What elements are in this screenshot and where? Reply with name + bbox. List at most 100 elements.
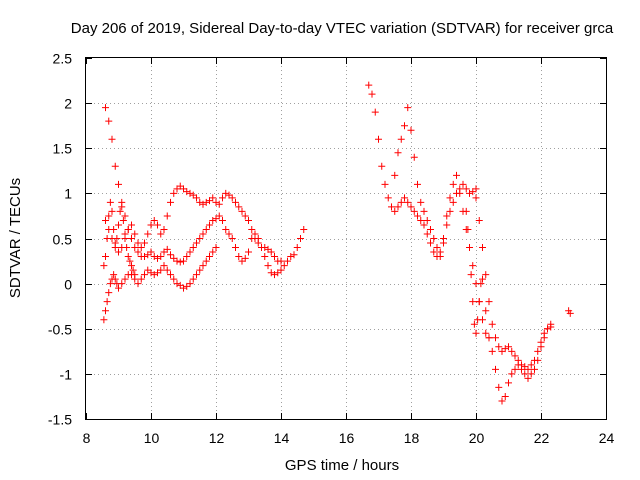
data-point [147,269,155,277]
data-point [102,307,109,315]
x-tick-label: 20 [469,430,485,446]
data-point [531,356,538,364]
data-point [163,245,171,253]
x-tick-label: 10 [144,430,160,446]
data-point [235,253,243,261]
data-points [100,81,574,405]
data-point [232,198,239,206]
data-point [248,225,256,233]
data-point [410,207,418,215]
chart-title: Day 206 of 2019, Sidereal Day-to-day VTE… [71,20,614,37]
data-point [115,284,122,292]
data-point [228,235,236,242]
data-point [365,81,373,89]
data-point [297,235,304,242]
x-tick-label: 22 [534,430,550,446]
data-point [378,162,386,170]
data-point [170,189,178,197]
data-point [144,230,152,238]
data-point [123,244,131,252]
y-tick-label: -0.5 [48,322,72,338]
data-point [202,198,210,206]
data-point [103,235,111,242]
data-point [371,108,379,116]
data-point [501,345,509,353]
data-point [453,171,460,179]
x-tick-label: 24 [599,430,615,446]
data-point [119,216,127,224]
data-point [241,212,249,220]
data-point [209,216,217,224]
data-point [440,235,447,242]
data-point [427,225,434,233]
data-point [531,365,538,373]
data-point [420,207,428,215]
data-point [157,266,165,274]
y-axis-title: SDTVAR / TECUs [7,178,24,298]
data-point [167,271,174,279]
data-point [102,253,109,261]
data-point [430,248,438,256]
data-point [129,266,137,274]
data-point [121,230,129,238]
data-point [475,298,483,306]
data-point [111,275,119,283]
data-point [196,266,204,274]
data-point [410,153,418,161]
x-tick-label: 16 [339,430,355,446]
y-tick-label: 0 [64,277,72,293]
data-point [102,216,109,224]
data-point [267,269,275,277]
data-point [518,361,525,369]
y-tick-label: 0.5 [53,232,73,248]
data-point [128,262,135,270]
data-point [154,221,161,229]
data-point [479,244,486,252]
data-point [222,225,230,233]
data-point [147,248,155,256]
data-point [222,189,230,197]
series-track-g [462,207,555,405]
data-point [467,271,475,279]
data-point [137,244,145,252]
data-point [118,203,126,211]
data-point [173,257,181,265]
data-point [446,207,454,215]
data-point [238,207,246,215]
data-point [202,225,210,233]
data-point [105,117,113,125]
data-point [277,257,285,265]
data-point [261,244,269,252]
data-point [219,216,226,224]
series-track-d [100,198,139,279]
data-point [479,275,486,283]
data-point [446,194,454,202]
data-point [287,253,295,261]
series-track-h [472,194,555,373]
data-point [443,221,451,229]
data-point [488,347,496,355]
data-point [186,189,194,197]
data-point [160,262,168,270]
data-point [110,225,118,233]
data-point [472,194,480,202]
data-point [124,225,132,233]
data-point [449,180,457,188]
data-point [206,221,213,229]
data-point [368,90,376,98]
data-point [524,365,532,373]
data-point [423,230,431,238]
data-point [464,225,472,233]
data-point [466,189,473,197]
data-point [186,248,194,256]
data-point [199,262,207,270]
data-point [193,194,200,202]
x-tick-label: 12 [209,430,225,446]
data-point [124,253,132,261]
data-point [414,212,421,220]
data-point [514,356,522,364]
data-point [186,280,194,288]
data-point [241,254,249,262]
data-point [277,266,285,274]
data-point [407,203,415,211]
